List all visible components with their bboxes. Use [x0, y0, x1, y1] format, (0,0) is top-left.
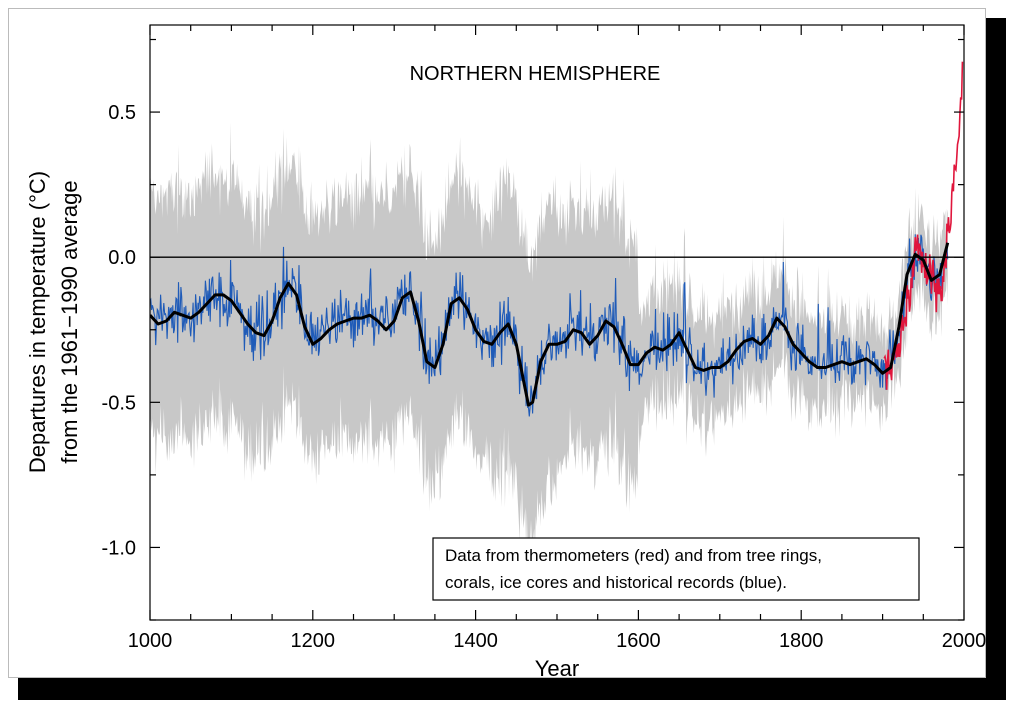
- chart-title: NORTHERN HEMISPHERE: [410, 63, 661, 85]
- proxy-annual-series: [150, 234, 949, 417]
- annotation-line-2: corals, ice cores and historical records…: [445, 573, 787, 592]
- x-tick-label: 1000: [128, 630, 173, 652]
- uncertainty-band: [150, 122, 948, 561]
- x-axis-title: Year: [535, 656, 579, 681]
- smoothed-series: [150, 242, 950, 407]
- y-tick-label: 0.5: [108, 102, 136, 124]
- x-tick-label: 1400: [453, 630, 498, 652]
- x-tick-label: 1200: [291, 630, 336, 652]
- annotation-line-1: Data from thermometers (red) and from tr…: [445, 546, 822, 565]
- annotation-border: [432, 537, 920, 601]
- y-axis-title-line2: from the 1961−1990 average: [57, 180, 82, 463]
- thermometer-series: [883, 61, 964, 390]
- y-axis-title-line1: Departures in temperature (°C): [25, 171, 50, 473]
- annotation-box: Data from thermometers (red) and from tr…: [432, 537, 920, 601]
- y-tick-label: 0.0: [108, 247, 136, 269]
- x-tick-label: 1800: [779, 630, 824, 652]
- y-tick-label: -1.0: [102, 537, 136, 559]
- series-layer: [150, 61, 964, 407]
- y-tick-label: -0.5: [102, 392, 136, 414]
- x-tick-label: 1600: [616, 630, 661, 652]
- noise-layer: [150, 122, 949, 561]
- tick-layer: 1000 1200 1400 1600 1800 2000 0.5 0.0 -0.5 -1.0: [102, 25, 987, 652]
- x-tick-label: 2000: [942, 630, 987, 652]
